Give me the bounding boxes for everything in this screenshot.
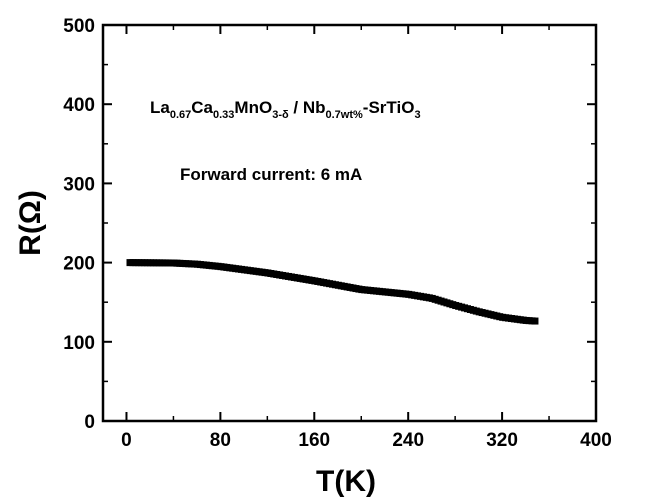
formula-text: Ca <box>191 98 213 117</box>
ticks <box>103 24 597 422</box>
current-annotation: Forward current: 6 mA <box>180 165 362 184</box>
formula-text: MnO <box>234 98 272 117</box>
y-tick-label: 200 <box>63 254 95 275</box>
formula-text: -SrTiO <box>363 98 415 117</box>
y-tick-label: 500 <box>63 16 95 37</box>
formula-text: La <box>150 98 170 117</box>
formula-subscript: 0.67 <box>170 109 191 121</box>
data-points <box>126 259 539 325</box>
formula-text: / Nb <box>289 98 326 117</box>
x-tick-label: 0 <box>121 430 132 451</box>
x-axis-title: T(K) <box>316 465 376 498</box>
y-tick-label: 400 <box>63 95 95 116</box>
y-tick-label: 100 <box>63 333 95 354</box>
formula-subscript: 0.7wt% <box>326 109 364 121</box>
formula-annotation: La0.67Ca0.33MnO3-δ / Nb0.7wt%-SrTiO3 <box>150 98 421 121</box>
data-point <box>531 317 539 325</box>
x-tick-label: 80 <box>210 430 231 451</box>
plot-frame <box>101 23 598 423</box>
formula-subscript: 0.33 <box>213 109 234 121</box>
tick-labels: 0 80 160 240 320 400 0 100 200 300 400 500 <box>63 16 612 451</box>
x-tick-label: 240 <box>392 430 424 451</box>
x-tick-label: 400 <box>580 430 612 451</box>
formula-subscript: 3 <box>414 109 420 121</box>
y-tick-label: 0 <box>84 412 95 433</box>
formula-subscript: 3-δ <box>272 109 289 121</box>
x-tick-label: 160 <box>298 430 330 451</box>
y-axis-title: R(Ω) <box>14 190 47 256</box>
y-tick-label: 300 <box>63 174 95 195</box>
x-tick-label: 320 <box>486 430 518 451</box>
